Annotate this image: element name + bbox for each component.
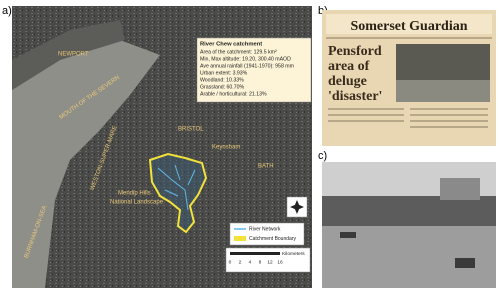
column-text [328,108,404,110]
info-title: River Chew catchment [200,42,262,48]
place-label: BRISTOL [178,127,204,133]
place-label: BATH [258,164,274,170]
masthead: Somerset Guardian [350,19,467,34]
scale-tick-label: 16 [277,259,283,265]
north-arrow [290,200,304,214]
headline: area of [328,59,370,74]
place-label: NEWPORT [58,52,89,58]
column-text [410,120,488,122]
column-text [410,126,488,128]
scale-tick-label: 0 [229,259,232,265]
info-line: Grassland: 60.70% [200,84,245,90]
place-label: National Landscape [110,200,164,206]
scale-tick-label: 8 [259,259,262,265]
place-label: Keynsham [212,145,240,151]
legend-swatch [234,236,246,241]
debris [455,258,475,268]
column-text [328,120,404,122]
river-network [157,164,196,211]
map-legend [229,222,305,246]
legend-label: Catchment Boundary [249,236,296,242]
column-text [410,108,488,110]
info-line: Area of the catchment: 129.5 km² [200,49,277,55]
building [440,178,480,200]
panel-label: a) [2,5,12,17]
column-text [410,114,488,116]
info-box [196,37,312,103]
info-line: Ave annual rainfall (1941-1970): 958 mm [200,63,294,69]
flood-photo [322,162,496,288]
scale-unit: Kilometers [282,251,305,257]
info-line: Arable / horticultural: 21.13% [200,91,267,97]
headline: 'disaster' [328,89,382,104]
newspaper: Somerset Guardian Pensford area of delug… [322,10,496,146]
buildings [322,196,496,226]
scale-tick-label: 12 [267,259,273,265]
panel-label: c) [318,150,327,162]
info-line: Woodland: 10.33% [200,77,244,83]
place-label: Mendip Hills [118,191,151,197]
map: NEWPORT MOUTH OF THE SEVERN WESTON-SUPER… [12,6,312,288]
info-line: Urban extent: 3.93% [200,70,248,76]
land [12,20,125,90]
headline: Pensford [328,44,382,59]
car [340,232,356,238]
scale-tick-label: 2 [239,259,242,265]
news-photo-water [396,80,490,102]
estuary [12,40,160,288]
masthead-area [326,14,492,34]
scale-tick-label: 4 [249,259,252,265]
info-line: Min, Max altitude: 19.20, 300.40 mAOD [200,56,291,62]
scale-ticks: 0 2 4 8 12 16 [229,259,283,265]
legend-label: River Network [249,226,281,232]
scale-bar [230,252,280,255]
headline: deluge [328,74,367,89]
column-text [328,114,404,116]
